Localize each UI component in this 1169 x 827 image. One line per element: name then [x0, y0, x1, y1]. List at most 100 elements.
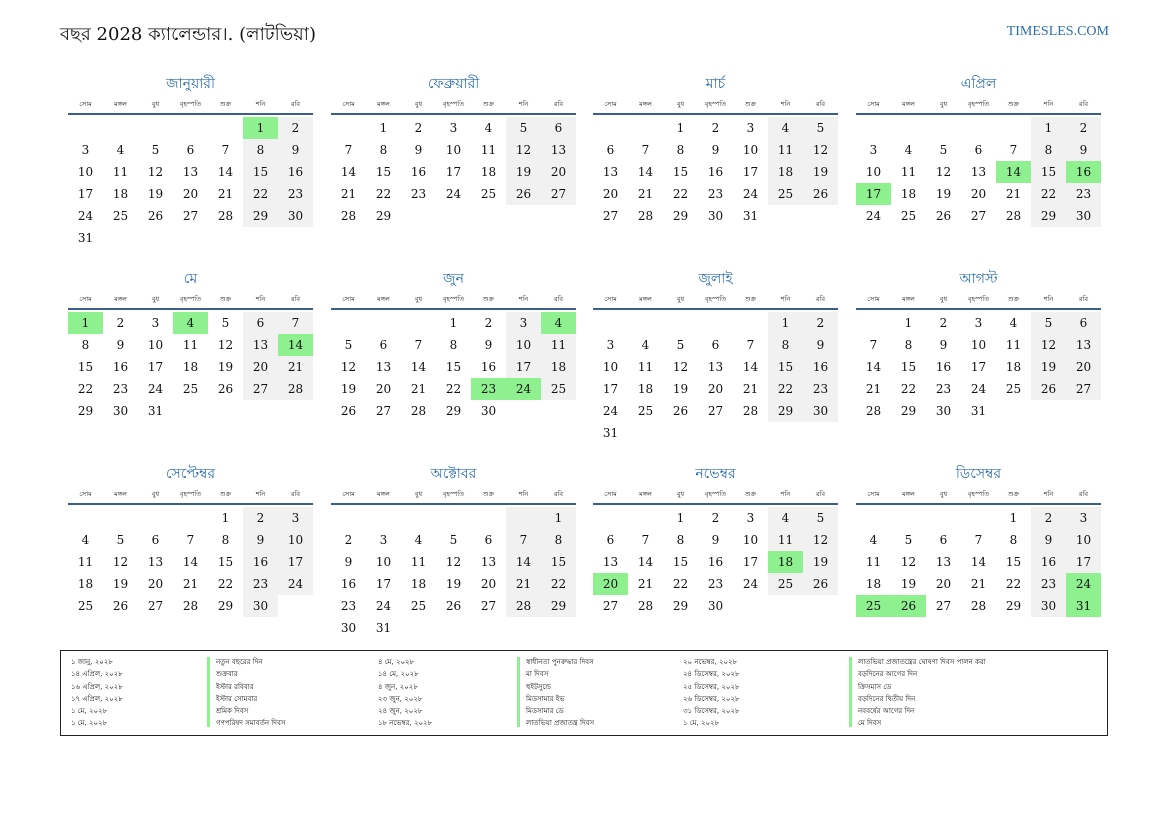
- day-cell: 20: [182, 187, 199, 201]
- day-cell: 22: [1005, 577, 1022, 591]
- legend-date: ২৪ ডিসেম্বর, ২০২৮: [683, 670, 740, 679]
- weekday-label: সোম: [867, 100, 880, 108]
- day-cell: 12: [147, 165, 164, 179]
- day-cell: 15: [768, 356, 803, 378]
- day-cell: 1: [68, 312, 103, 334]
- day-cell: 16: [1066, 161, 1101, 183]
- legend-marker: [517, 657, 520, 727]
- weekday-header: সোম মঙ্গল বুধ বৃহস্পতি শুক্র শনি রবি: [593, 95, 838, 115]
- day-cell: 20: [480, 577, 497, 591]
- day-cell: 2: [344, 533, 353, 547]
- empty-cell: [733, 312, 768, 334]
- day-cell: 3: [606, 338, 615, 352]
- empty-cell: [628, 422, 663, 444]
- weekday-label: শুক্র: [744, 295, 757, 303]
- day-cell: 2: [1066, 117, 1101, 139]
- month-title: জুন: [443, 271, 464, 287]
- day-cell: 16: [243, 551, 278, 573]
- day-cell: 19: [803, 551, 838, 573]
- empty-cell: [768, 595, 803, 617]
- day-cell: 23: [471, 378, 506, 400]
- holiday-legend: ১ জানু, ২০২৮ ১৪ এপ্রিল, ২০২৮ ১৬ এপ্রিল, ২০…: [60, 650, 1108, 736]
- day-cell: 22: [768, 378, 803, 400]
- legend-date: ২৬ ডিসেম্বর, ২০২৮: [683, 694, 740, 703]
- day-cell: 26: [803, 183, 838, 205]
- day-cell: 25: [637, 404, 654, 418]
- empty-cell: [506, 617, 541, 639]
- day-grid: 1 2 3 4 5 6 7 8 9 10 11 12 13 14 15 16 17 18 19 20 21 22 23 24 2…: [593, 117, 838, 227]
- weekday-label: রবি: [815, 490, 826, 498]
- day-cell: 23: [707, 187, 724, 201]
- weekday-label: মঙ্গল: [114, 490, 127, 498]
- day-cell: 14: [506, 551, 541, 573]
- empty-cell: [663, 422, 698, 444]
- day-cell: 29: [900, 404, 917, 418]
- day-cell: 27: [182, 209, 199, 223]
- day-cell: 23: [410, 187, 427, 201]
- empty-cell: [401, 507, 436, 529]
- day-cell: 5: [803, 507, 838, 529]
- day-cell: 1: [904, 316, 913, 330]
- weekday-header: সোম মঙ্গল বুধ বৃহস্পতি শুক্র শনি রবি: [68, 485, 313, 505]
- empty-cell: [331, 312, 366, 334]
- day-cell: 2: [116, 316, 125, 330]
- weekday-header: সোম মঙ্গল বুধ বৃহস্পতি শুক্র শনি রবি: [68, 95, 313, 115]
- legend-holiday-name: ক্রিসমাস ডে: [858, 682, 892, 691]
- day-cell: 27: [375, 404, 392, 418]
- day-cell: 23: [243, 573, 278, 595]
- legend-holiday-name: গণপরিষদ সমাবর্তন দিবস: [216, 719, 286, 728]
- weekday-label: মঙ্গল: [902, 295, 915, 303]
- day-cell: 21: [410, 382, 427, 396]
- day-cell: 19: [147, 187, 164, 201]
- empty-cell: [593, 312, 628, 334]
- weekday-label: শুক্র: [482, 295, 495, 303]
- day-cell: 10: [445, 143, 462, 157]
- day-cell: 8: [221, 533, 230, 547]
- day-cell: 9: [344, 555, 353, 569]
- day-grid: 1 2 3 4 5 6 7 8 9 10 11 12 13 14 15 16 17 18 19 20 21 22 23 24 2…: [331, 312, 576, 422]
- day-cell: 10: [742, 143, 759, 157]
- day-cell: 29: [217, 599, 234, 613]
- day-cell: 30: [707, 209, 724, 223]
- day-cell: 7: [414, 338, 423, 352]
- day-cell: 13: [541, 139, 576, 161]
- day-cell: 15: [672, 165, 689, 179]
- month-calendar: এপ্রিল সোম মঙ্গল বুধ বৃহস্পতি শুক্র শনি রবি 1 2 3 4…: [856, 73, 1101, 227]
- day-cell: 12: [217, 338, 234, 352]
- weekday-label: বৃহস্পতি: [442, 100, 465, 108]
- legend-holiday-name: স্বাধীনতা পুনরুদ্ধার দিবস: [526, 658, 594, 666]
- day-cell: 16: [278, 161, 313, 183]
- empty-cell: [103, 117, 138, 139]
- day-cell: 25: [410, 599, 427, 613]
- day-cell: 21: [970, 577, 987, 591]
- day-cell: 4: [81, 533, 90, 547]
- weekday-label: বৃহস্পতি: [704, 490, 727, 498]
- day-cell: 8: [541, 529, 576, 551]
- empty-cell: [803, 595, 838, 617]
- day-cell: 8: [768, 334, 803, 356]
- day-cell: 25: [768, 183, 803, 205]
- legend-date: ২০ নভেম্বর, ২০২৮: [683, 658, 738, 666]
- day-cell: 23: [935, 382, 952, 396]
- empty-cell: [506, 400, 541, 422]
- day-cell: 22: [1031, 183, 1066, 205]
- day-cell: 3: [379, 533, 388, 547]
- day-cell: 28: [1005, 209, 1022, 223]
- legend-date: ১৮ নভেম্বর, ২০২৮: [378, 719, 433, 728]
- weekday-label: বৃহস্পতি: [179, 295, 202, 303]
- site-link[interactable]: TIMESLES.COM: [1006, 24, 1109, 39]
- day-cell: 23: [1031, 573, 1066, 595]
- day-cell: 26: [112, 599, 129, 613]
- day-cell: 4: [116, 143, 125, 157]
- day-cell: 4: [641, 338, 650, 352]
- day-cell: 2: [414, 121, 423, 135]
- day-cell: 30: [243, 595, 278, 617]
- empty-cell: [698, 422, 733, 444]
- day-cell: 28: [742, 404, 759, 418]
- day-cell: 11: [1005, 338, 1022, 352]
- day-cell: 5: [116, 533, 125, 547]
- empty-cell: [541, 617, 576, 639]
- legend-dates-col-3: ২০ নভেম্বর, ২০২৮ ২৪ ডিসেম্বর, ২০২৮ ২৫ ডিসে…: [683, 656, 740, 730]
- weekday-label: বৃহস্পতি: [179, 100, 202, 108]
- day-cell: 11: [900, 165, 917, 179]
